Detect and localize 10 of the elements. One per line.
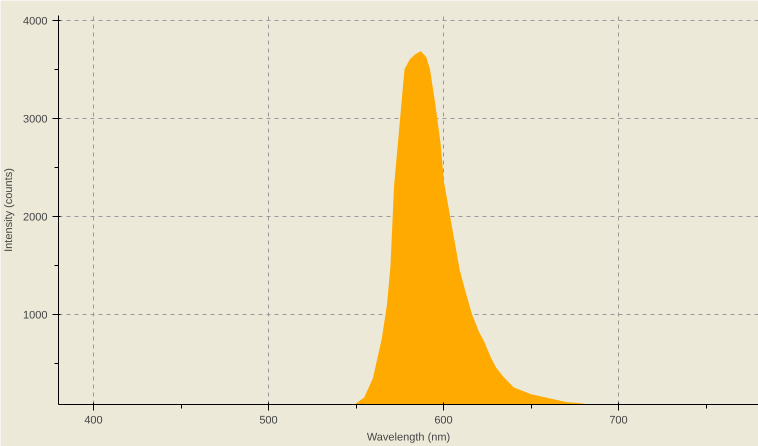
y-tick-label: 1000 bbox=[23, 309, 48, 322]
x-tick-label: 700 bbox=[609, 414, 628, 426]
x-tick-label: 600 bbox=[434, 414, 453, 426]
x-tick-label: 400 bbox=[84, 414, 103, 426]
y-tick-label: 2000 bbox=[23, 211, 48, 224]
y-tick-label: 3000 bbox=[23, 113, 48, 126]
y-tick-label: 4000 bbox=[23, 15, 48, 28]
x-axis-title: Wavelength (nm) bbox=[366, 432, 450, 444]
x-tick-label: 500 bbox=[259, 414, 278, 426]
y-axis-title: Intensity (counts) bbox=[3, 168, 16, 252]
